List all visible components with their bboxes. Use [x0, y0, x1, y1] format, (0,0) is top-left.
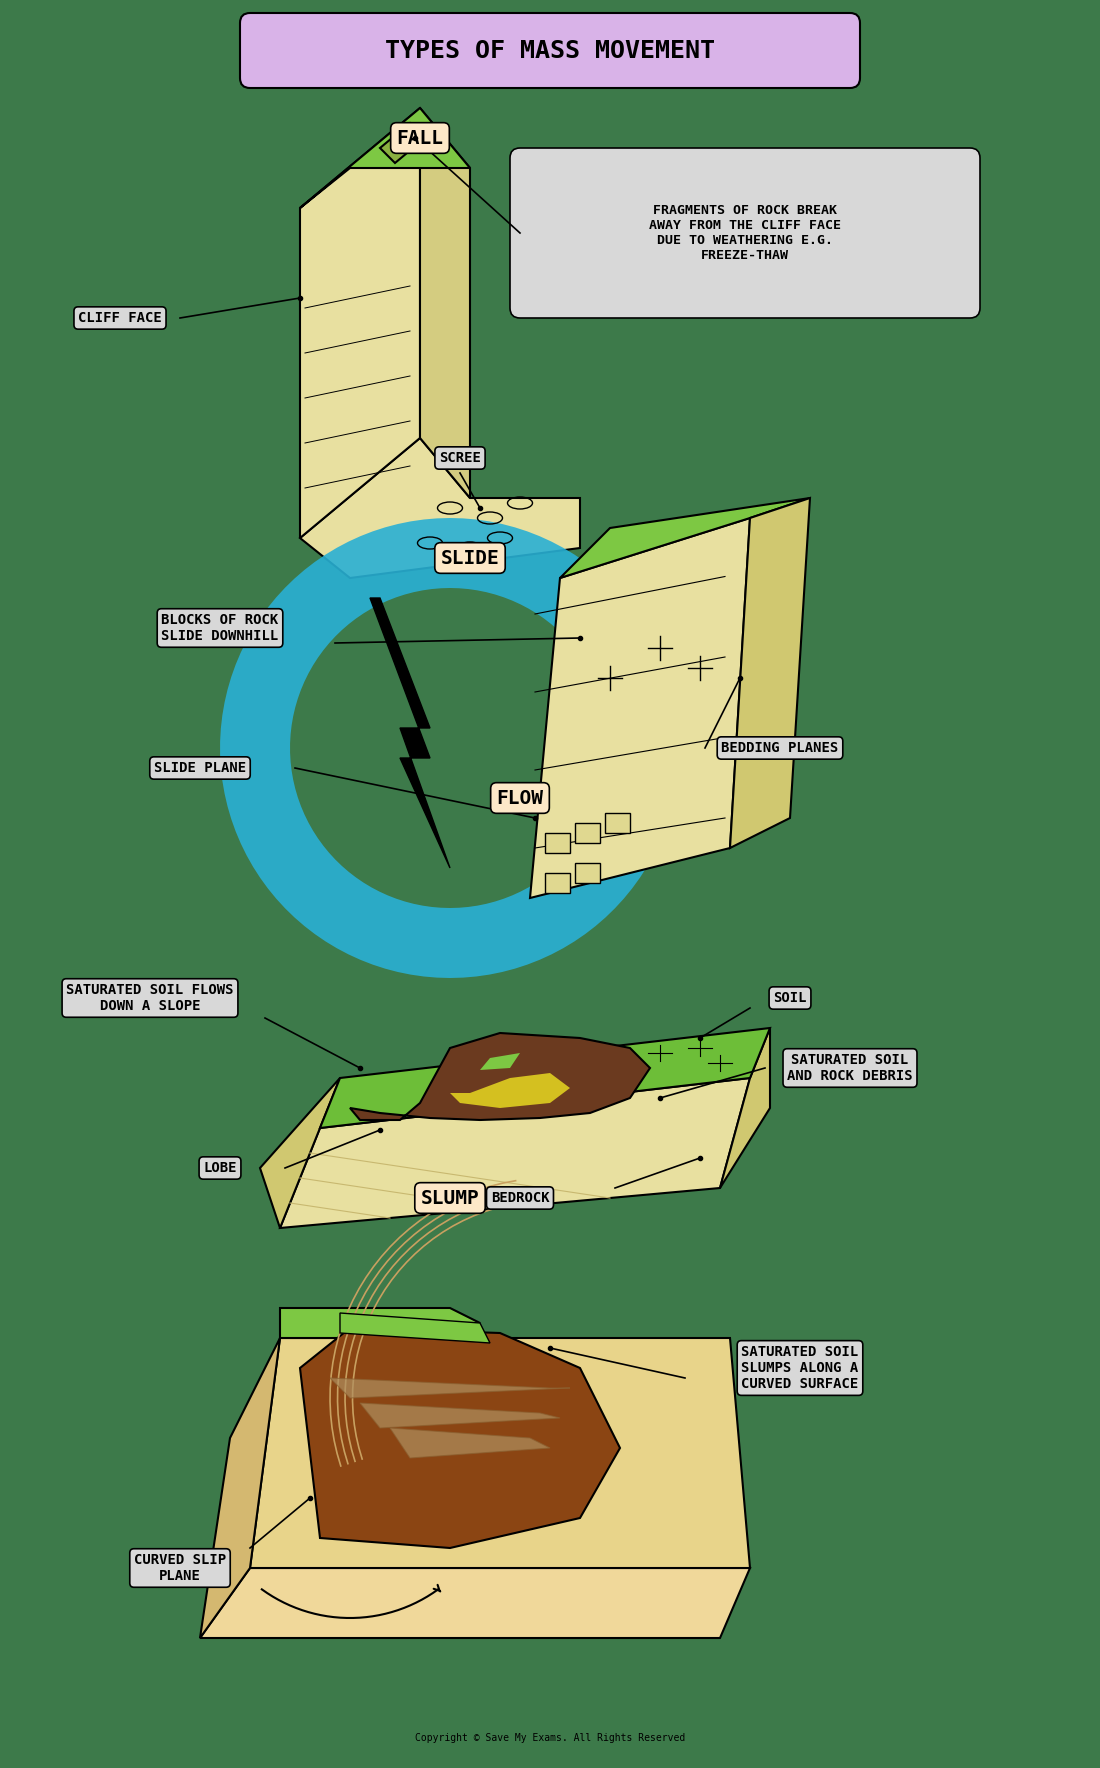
Text: SATURATED SOIL FLOWS
DOWN A SLOPE: SATURATED SOIL FLOWS DOWN A SLOPE — [66, 983, 233, 1013]
Polygon shape — [350, 1033, 650, 1119]
Text: SLIDE PLANE: SLIDE PLANE — [154, 760, 246, 774]
Polygon shape — [450, 1073, 570, 1109]
Polygon shape — [300, 1328, 620, 1549]
Polygon shape — [340, 1314, 490, 1344]
Polygon shape — [300, 108, 420, 537]
Polygon shape — [360, 1404, 560, 1429]
Text: LOBE: LOBE — [204, 1162, 236, 1176]
Text: CLIFF FACE: CLIFF FACE — [78, 311, 162, 325]
Text: FALL: FALL — [396, 129, 443, 147]
FancyBboxPatch shape — [544, 833, 570, 852]
Polygon shape — [560, 499, 810, 578]
Text: SLUMP: SLUMP — [420, 1188, 480, 1208]
FancyBboxPatch shape — [544, 873, 570, 893]
Polygon shape — [220, 518, 669, 978]
Polygon shape — [480, 1054, 520, 1070]
Polygon shape — [280, 1078, 750, 1229]
Polygon shape — [390, 1429, 550, 1459]
Polygon shape — [200, 1568, 750, 1637]
FancyBboxPatch shape — [510, 149, 980, 318]
FancyBboxPatch shape — [575, 863, 600, 882]
Polygon shape — [300, 438, 580, 578]
Text: BEDROCK: BEDROCK — [491, 1192, 549, 1206]
Text: BLOCKS OF ROCK
SLIDE DOWNHILL: BLOCKS OF ROCK SLIDE DOWNHILL — [162, 613, 278, 644]
Text: SOIL: SOIL — [773, 992, 806, 1004]
Text: Copyright © Save My Exams. All Rights Reserved: Copyright © Save My Exams. All Rights Re… — [415, 1733, 685, 1743]
Polygon shape — [420, 108, 470, 499]
Text: SATURATED SOIL
AND ROCK DEBRIS: SATURATED SOIL AND ROCK DEBRIS — [788, 1054, 913, 1084]
Polygon shape — [250, 1338, 750, 1568]
Polygon shape — [320, 1027, 770, 1128]
Text: TYPES OF MASS MOVEMENT: TYPES OF MASS MOVEMENT — [385, 39, 715, 64]
Polygon shape — [720, 1027, 770, 1188]
Polygon shape — [530, 518, 750, 898]
Text: BEDDING PLANES: BEDDING PLANES — [722, 741, 838, 755]
Text: SLIDE: SLIDE — [441, 548, 499, 568]
Text: SATURATED SOIL
SLUMPS ALONG A
CURVED SURFACE: SATURATED SOIL SLUMPS ALONG A CURVED SUR… — [741, 1345, 859, 1391]
Polygon shape — [379, 124, 425, 163]
Polygon shape — [730, 499, 810, 849]
Polygon shape — [260, 1078, 340, 1229]
Polygon shape — [330, 1377, 570, 1398]
Polygon shape — [280, 1308, 480, 1338]
Polygon shape — [370, 598, 450, 868]
Polygon shape — [300, 108, 470, 209]
Polygon shape — [200, 1338, 280, 1637]
Text: CURVED SLIP
PLANE: CURVED SLIP PLANE — [134, 1552, 227, 1582]
FancyBboxPatch shape — [605, 813, 630, 833]
Text: FRAGMENTS OF ROCK BREAK
AWAY FROM THE CLIFF FACE
DUE TO WEATHERING E.G.
FREEZE-T: FRAGMENTS OF ROCK BREAK AWAY FROM THE CL… — [649, 203, 842, 262]
Text: SCREE: SCREE — [439, 451, 481, 465]
FancyBboxPatch shape — [575, 822, 600, 843]
Text: FLOW: FLOW — [496, 789, 543, 808]
FancyBboxPatch shape — [240, 12, 860, 88]
